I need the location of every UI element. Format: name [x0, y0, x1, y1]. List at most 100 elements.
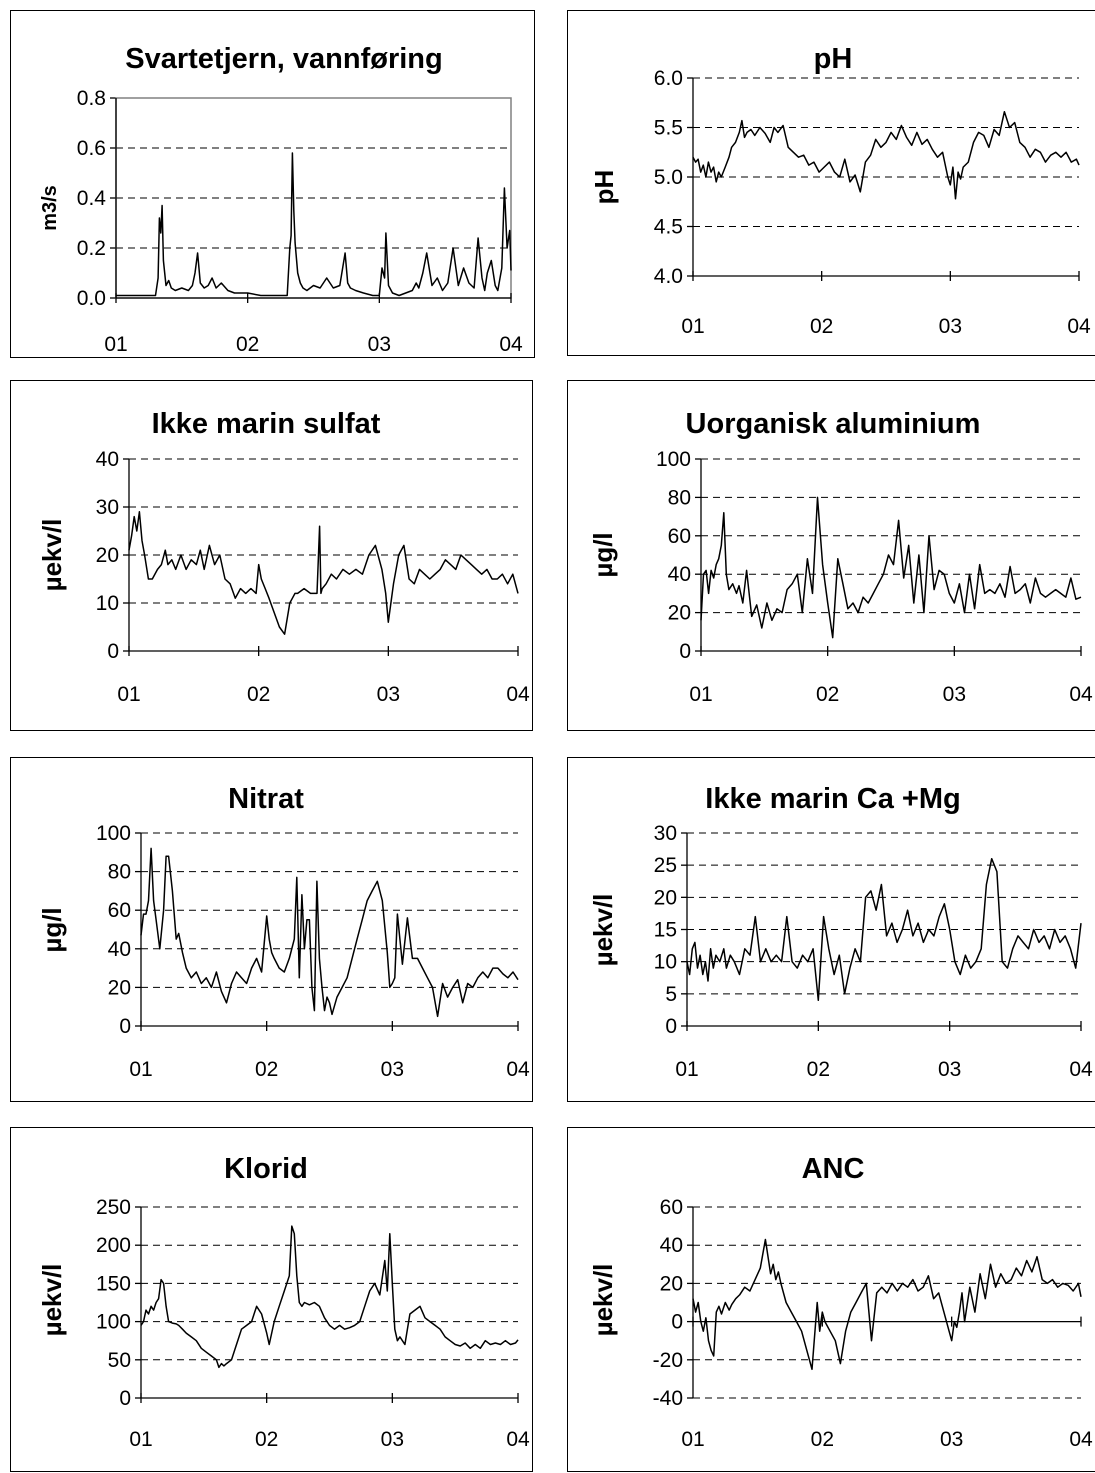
y-tick-label: 60	[108, 899, 131, 922]
y-tick-label: 10	[96, 592, 119, 615]
y-tick-label: 40	[660, 1234, 683, 1257]
y-tick-label: 40	[96, 448, 119, 471]
series-line	[692, 110, 1080, 200]
series-line	[116, 152, 512, 297]
x-tick-label: 03	[381, 1058, 404, 1081]
chart-svg: Klorid µekv/l 0 50 100 150 200 250 01 02 03 04	[37, 1153, 530, 1451]
y-axis-label: µekv/l	[588, 894, 618, 967]
y-tick-label: 20	[108, 976, 131, 999]
y-tick-label: 0.2	[77, 237, 106, 260]
y-tick-label: 80	[668, 486, 691, 509]
chart-panel: pH pH 4.0 4.5 5.0 5.5 6.0 01 02 03 04	[567, 10, 1095, 356]
y-tick-label: 5.5	[654, 117, 683, 140]
y-tick-label: 20	[654, 886, 677, 909]
x-tick-label: 01	[117, 683, 140, 706]
y-tick-label: 25	[654, 854, 677, 877]
y-tick-label: 60	[668, 525, 691, 548]
x-tick-label: 02	[255, 1428, 278, 1451]
y-tick-label: 0.6	[77, 137, 106, 160]
y-axis-label: µg/l	[588, 532, 618, 577]
y-tick-label: 100	[96, 1311, 131, 1334]
y-tick-label: 50	[108, 1349, 131, 1372]
x-tick-label: 03	[940, 1428, 963, 1451]
y-tick-label: 0	[119, 1015, 131, 1038]
chart-panel: Ikke marin sulfat µekv/l 0 10 20 30 40 01 02 03 04	[10, 380, 533, 731]
chart-panel: Svartetjern, vannføring m3/s 0.0 0.2 0.4 0.6 0…	[10, 10, 535, 358]
y-tick-label: 250	[96, 1196, 131, 1219]
y-axis-label: pH	[589, 170, 619, 205]
y-tick-label: 150	[96, 1272, 131, 1295]
series-line	[700, 496, 1082, 639]
y-tick-label: 0.0	[77, 287, 106, 310]
y-tick-label: 100	[656, 448, 691, 471]
y-axis-label: m3/s	[39, 185, 61, 231]
y-tick-label: 10	[654, 951, 677, 974]
x-tick-label: 04	[499, 333, 523, 356]
chart-svg: Nitrat µg/l 0 20 40 60 80 100 01 02 03 04	[37, 783, 530, 1081]
y-tick-label: 0.8	[77, 87, 106, 110]
y-tick-label: 0.4	[77, 187, 107, 210]
chart-panel: ANC µekv/l -40 -20 0 20 40 60 01 02 03 04	[567, 1127, 1095, 1472]
y-tick-label: 20	[96, 544, 119, 567]
x-tick-label: 03	[368, 333, 391, 356]
x-tick-label: 02	[807, 1058, 830, 1081]
chart-title: Ikke marin Ca +Mg	[705, 783, 960, 815]
x-tick-label: 02	[810, 315, 833, 338]
y-tick-label: 80	[108, 861, 131, 884]
x-tick-label: 02	[247, 683, 270, 706]
x-tick-label: 01	[681, 315, 704, 338]
x-tick-label: 04	[1069, 1058, 1093, 1081]
chart-title: Nitrat	[228, 783, 304, 815]
x-tick-label: 01	[129, 1428, 152, 1451]
y-tick-label: 40	[108, 938, 131, 961]
chart-panel: Uorganisk aluminium µg/l 0 20 40 60 80 100 01 02 0…	[567, 380, 1095, 731]
y-tick-label: 200	[96, 1234, 131, 1257]
x-tick-label: 02	[255, 1058, 278, 1081]
chart-svg: Ikke marin Ca +Mg µekv/l 0 5 10 15 20 25 30 01 02 0…	[588, 783, 1093, 1081]
chart-panel: Ikke marin Ca +Mg µekv/l 0 5 10 15 20 25 30 01 02 0…	[567, 757, 1095, 1102]
y-tick-label: 5.0	[654, 166, 683, 189]
y-tick-label: 6.0	[654, 67, 683, 90]
y-axis-label: µekv/l	[37, 1264, 67, 1337]
x-tick-label: 02	[816, 683, 839, 706]
x-tick-label: 01	[104, 333, 127, 356]
chart-title: Ikke marin sulfat	[152, 408, 381, 440]
y-tick-label: -40	[653, 1387, 683, 1410]
y-tick-label: 20	[660, 1272, 683, 1295]
y-tick-label: 0	[119, 1387, 131, 1410]
chart-svg: Uorganisk aluminium µg/l 0 20 40 60 80 100 01 02 0…	[588, 408, 1093, 706]
x-tick-label: 04	[1069, 683, 1093, 706]
y-tick-label: 0	[679, 640, 691, 663]
x-tick-label: 03	[943, 683, 966, 706]
x-tick-label: 01	[675, 1058, 698, 1081]
y-tick-label: 40	[668, 563, 691, 586]
x-tick-label: 01	[681, 1428, 704, 1451]
y-tick-label: 60	[660, 1196, 683, 1219]
chart-panel: Klorid µekv/l 0 50 100 150 200 250 01 02 03 04	[10, 1127, 533, 1472]
x-tick-label: 03	[938, 1058, 961, 1081]
y-tick-label: 0	[107, 640, 119, 663]
x-tick-label: 02	[236, 333, 259, 356]
chart-title: Klorid	[224, 1153, 308, 1185]
y-tick-label: 15	[654, 919, 677, 942]
x-tick-label: 04	[506, 683, 530, 706]
series-line	[140, 847, 519, 1018]
y-tick-label: 4.5	[654, 216, 683, 239]
x-tick-label: 01	[129, 1058, 152, 1081]
chart-svg: ANC µekv/l -40 -20 0 20 40 60 01 02 03 04	[588, 1153, 1093, 1451]
series-line	[128, 511, 519, 635]
y-tick-label: 0	[665, 1015, 677, 1038]
x-tick-label: 04	[1069, 1428, 1093, 1451]
x-tick-label: 03	[939, 315, 962, 338]
chart-svg: Svartetjern, vannføring m3/s 0.0 0.2 0.4 0.6 0…	[39, 43, 523, 356]
y-axis-label: µg/l	[37, 907, 67, 952]
chart-title: ANC	[802, 1153, 865, 1185]
y-tick-label: 30	[96, 496, 119, 519]
y-tick-label: 100	[96, 822, 131, 845]
series-line	[140, 1225, 519, 1369]
series-line	[692, 1238, 1082, 1371]
y-tick-label: 0	[671, 1311, 683, 1334]
y-tick-label: 20	[668, 602, 691, 625]
x-tick-label: 02	[811, 1428, 834, 1451]
chart-svg: Ikke marin sulfat µekv/l 0 10 20 30 40 01 02 03 04	[37, 408, 530, 706]
